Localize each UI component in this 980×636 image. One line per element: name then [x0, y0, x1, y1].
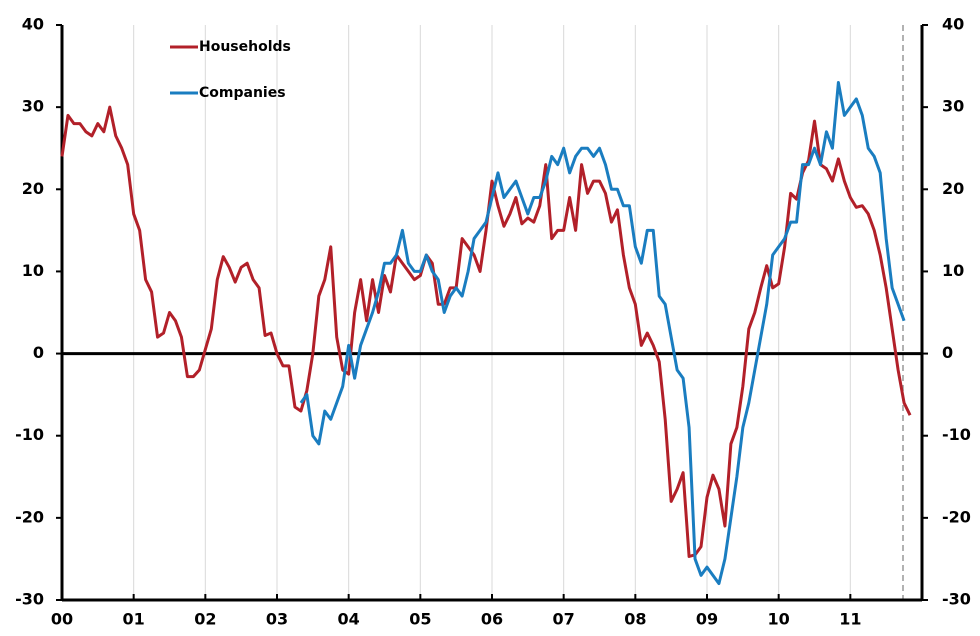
y-tick-label: 40: [22, 15, 44, 34]
x-tick-label: 02: [194, 610, 216, 629]
y2-tick-label: 0: [942, 343, 953, 362]
y-tick-label: 10: [22, 261, 44, 280]
y-tick-label: -30: [15, 590, 44, 609]
x-tick-label: 01: [123, 610, 145, 629]
y2-tick-label: -20: [942, 507, 971, 526]
y-tick-label: 0: [33, 343, 44, 362]
legend: Households Companies: [170, 39, 291, 101]
y2-tick-label: -30: [942, 590, 971, 609]
legend-label: Companies: [199, 85, 286, 101]
y2-tick-label: 40: [942, 15, 964, 34]
x-tick-label: 10: [768, 610, 790, 629]
y-tick-label: -10: [15, 425, 44, 444]
y2-tick-label: 30: [942, 97, 964, 116]
y2-tick-label: 10: [942, 261, 964, 280]
x-tick-label: 05: [409, 610, 431, 629]
x-tick-label: 00: [51, 610, 73, 629]
y-tick-label: 20: [22, 179, 44, 198]
line-series: [299, 81, 906, 586]
legend-label: Households: [199, 39, 291, 55]
y2-tick-label: 20: [942, 179, 964, 198]
x-tick-label: 04: [338, 610, 360, 629]
y-tick-label: -20: [15, 507, 44, 526]
x-tick-label: 11: [839, 610, 861, 629]
x-tick-label: 03: [266, 610, 288, 629]
y-tick-label: 30: [22, 97, 44, 116]
x-tick-label: 06: [481, 610, 503, 629]
x-tick-label: 07: [553, 610, 575, 629]
y2-tick-label: -10: [942, 425, 971, 444]
line-series: [60, 105, 912, 558]
x-tick-label: 09: [696, 610, 718, 629]
x-tick-label: 08: [624, 610, 646, 629]
